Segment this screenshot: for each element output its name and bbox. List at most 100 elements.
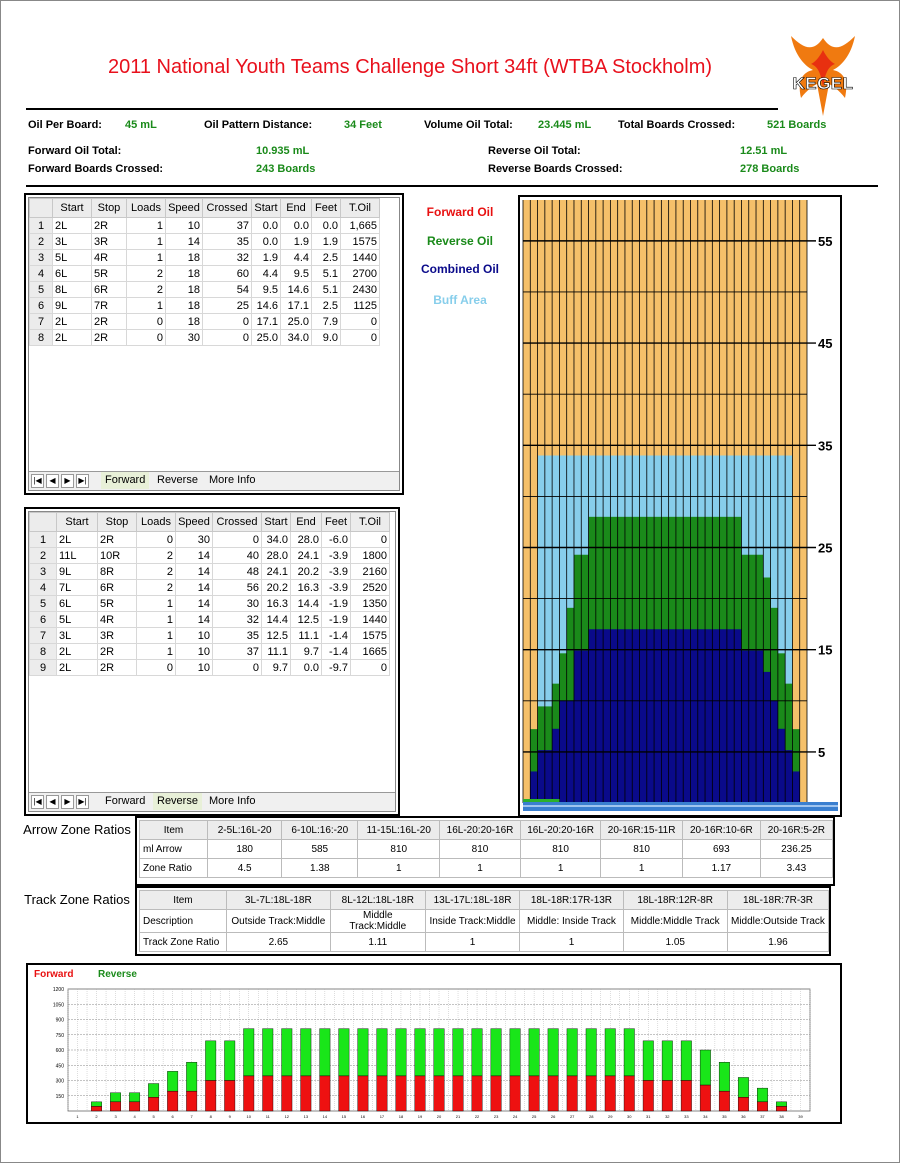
grid-cell[interactable]: 3L <box>56 627 98 644</box>
grid-cell[interactable]: 37 <box>212 643 262 660</box>
grid-cell[interactable]: 4.4 <box>280 249 312 266</box>
grid-row[interactable]: 1 2L 2R 0 30 0 34.0 28.0 -6.0 0 <box>29 531 390 548</box>
last-record-button[interactable]: ▶| <box>76 474 89 488</box>
grid-cell[interactable]: 2L <box>56 659 98 676</box>
grid-cell[interactable]: 18 <box>165 297 203 314</box>
column-header[interactable]: Loads <box>136 512 176 532</box>
grid-cell[interactable]: 2R <box>97 643 137 660</box>
grid-cell[interactable]: 0 <box>212 531 262 548</box>
column-header[interactable] <box>29 198 53 218</box>
column-header[interactable]: T.Oil <box>340 198 380 218</box>
grid-cell[interactable]: 0 <box>350 659 390 676</box>
grid-cell[interactable]: 2 <box>136 547 176 564</box>
column-header[interactable]: Stop <box>91 198 127 218</box>
grid-cell[interactable]: 2L <box>56 531 98 548</box>
grid-cell[interactable]: 14.4 <box>290 595 322 612</box>
grid-row[interactable]: 5 6L 5R 1 14 30 16.3 14.4 -1.9 1350 <box>29 595 390 612</box>
grid-row[interactable]: 1 2L 2R 1 10 37 0.0 0.0 0.0 1,665 <box>29 217 380 234</box>
grid-cell[interactable]: 35 <box>212 627 262 644</box>
column-header[interactable]: Speed <box>175 512 213 532</box>
forward-grid[interactable]: Start Stop Loads Speed Crossed Start End Feet T.… <box>29 198 380 346</box>
grid-cell[interactable]: 6R <box>97 579 137 596</box>
grid-cell[interactable]: 6R <box>91 281 127 298</box>
grid-cell[interactable]: 1440 <box>350 611 390 628</box>
tab-forward[interactable]: Forward <box>101 472 150 489</box>
grid-cell[interactable]: 1.9 <box>280 233 312 250</box>
grid-cell[interactable]: 0 <box>350 531 390 548</box>
grid-cell[interactable]: 10R <box>97 547 137 564</box>
grid-cell[interactable]: 8R <box>97 563 137 580</box>
grid-cell[interactable]: 3R <box>97 627 137 644</box>
grid-cell[interactable]: 0 <box>340 329 380 346</box>
grid-row[interactable]: 2 11L 10R 2 14 40 28.0 24.1 -3.9 1800 <box>29 547 390 564</box>
grid-cell[interactable]: 1 <box>136 627 176 644</box>
grid-cell[interactable]: 5R <box>97 595 137 612</box>
grid-cell[interactable]: 4.4 <box>251 265 281 282</box>
grid-cell[interactable]: 1.9 <box>251 249 281 266</box>
grid-cell[interactable]: 30 <box>175 531 213 548</box>
grid-row[interactable]: 6 9L 7R 1 18 25 14.6 17.1 2.5 1125 <box>29 297 380 314</box>
grid-cell[interactable]: 2L <box>52 217 92 234</box>
grid-cell[interactable]: 10 <box>175 659 213 676</box>
grid-cell[interactable]: 2.5 <box>311 297 341 314</box>
column-header[interactable]: Start <box>56 512 98 532</box>
grid-cell[interactable]: 14 <box>175 563 213 580</box>
column-header[interactable]: End <box>280 198 312 218</box>
grid-cell[interactable]: 2430 <box>340 281 380 298</box>
grid-cell[interactable]: -1.9 <box>321 595 351 612</box>
grid-row[interactable]: 4 6L 5R 2 18 60 4.4 9.5 5.1 2700 <box>29 265 380 282</box>
grid-cell[interactable]: 60 <box>202 265 252 282</box>
grid-cell[interactable]: 56 <box>212 579 262 596</box>
grid-cell[interactable]: 16.3 <box>261 595 291 612</box>
grid-cell[interactable]: 14 <box>175 579 213 596</box>
grid-cell[interactable]: 2160 <box>350 563 390 580</box>
next-record-button[interactable]: ▶ <box>61 474 74 488</box>
grid-cell[interactable]: 12.5 <box>261 627 291 644</box>
grid-cell[interactable]: 25.0 <box>251 329 281 346</box>
grid-cell[interactable]: 0 <box>212 659 262 676</box>
grid-cell[interactable]: 2L <box>52 329 92 346</box>
grid-cell[interactable]: 2700 <box>340 265 380 282</box>
grid-cell[interactable]: 2.5 <box>311 249 341 266</box>
grid-cell[interactable]: 6L <box>56 595 98 612</box>
column-header[interactable]: Feet <box>311 198 341 218</box>
grid-cell[interactable]: 25 <box>202 297 252 314</box>
grid-cell[interactable]: 2L <box>52 313 92 330</box>
grid-cell[interactable]: 24.1 <box>290 547 322 564</box>
grid-cell[interactable]: 14 <box>175 547 213 564</box>
grid-cell[interactable]: 7R <box>91 297 127 314</box>
grid-cell[interactable]: 0.0 <box>251 217 281 234</box>
tab-reverse[interactable]: Reverse <box>153 793 202 810</box>
grid-cell[interactable]: 0.0 <box>311 217 341 234</box>
grid-cell[interactable]: 1665 <box>350 643 390 660</box>
grid-cell[interactable]: 16.3 <box>290 579 322 596</box>
grid-cell[interactable]: 11L <box>56 547 98 564</box>
grid-cell[interactable]: -1.4 <box>321 643 351 660</box>
grid-cell[interactable]: 0.0 <box>290 659 322 676</box>
grid-cell[interactable]: 0 <box>136 531 176 548</box>
grid-cell[interactable]: 24.1 <box>261 563 291 580</box>
grid-row[interactable]: 8 2L 2R 1 10 37 11.1 9.7 -1.4 1665 <box>29 643 390 660</box>
grid-cell[interactable]: 54 <box>202 281 252 298</box>
grid-cell[interactable]: 5L <box>52 249 92 266</box>
grid-cell[interactable]: 40 <box>212 547 262 564</box>
grid-row[interactable]: 6 5L 4R 1 14 32 14.4 12.5 -1.9 1440 <box>29 611 390 628</box>
column-header[interactable]: Loads <box>126 198 166 218</box>
grid-cell[interactable]: 5.1 <box>311 281 341 298</box>
grid-row[interactable]: 3 9L 8R 2 14 48 24.1 20.2 -3.9 2160 <box>29 563 390 580</box>
grid-cell[interactable]: 1800 <box>350 547 390 564</box>
grid-cell[interactable]: -1.4 <box>321 627 351 644</box>
grid-cell[interactable]: 2520 <box>350 579 390 596</box>
grid-cell[interactable]: 0.0 <box>280 217 312 234</box>
grid-cell[interactable]: 0 <box>340 313 380 330</box>
grid-cell[interactable]: 20.2 <box>261 579 291 596</box>
reverse-grid[interactable]: Start Stop Loads Speed Crossed Start End Feet T.… <box>29 512 390 676</box>
grid-cell[interactable]: 9.5 <box>251 281 281 298</box>
grid-cell[interactable]: 1 <box>126 217 166 234</box>
column-header[interactable]: Feet <box>321 512 351 532</box>
grid-cell[interactable]: 1440 <box>340 249 380 266</box>
grid-cell[interactable]: 1 <box>136 595 176 612</box>
grid-cell[interactable]: 2R <box>91 217 127 234</box>
grid-cell[interactable]: 10 <box>175 643 213 660</box>
grid-cell[interactable]: 12.5 <box>290 611 322 628</box>
